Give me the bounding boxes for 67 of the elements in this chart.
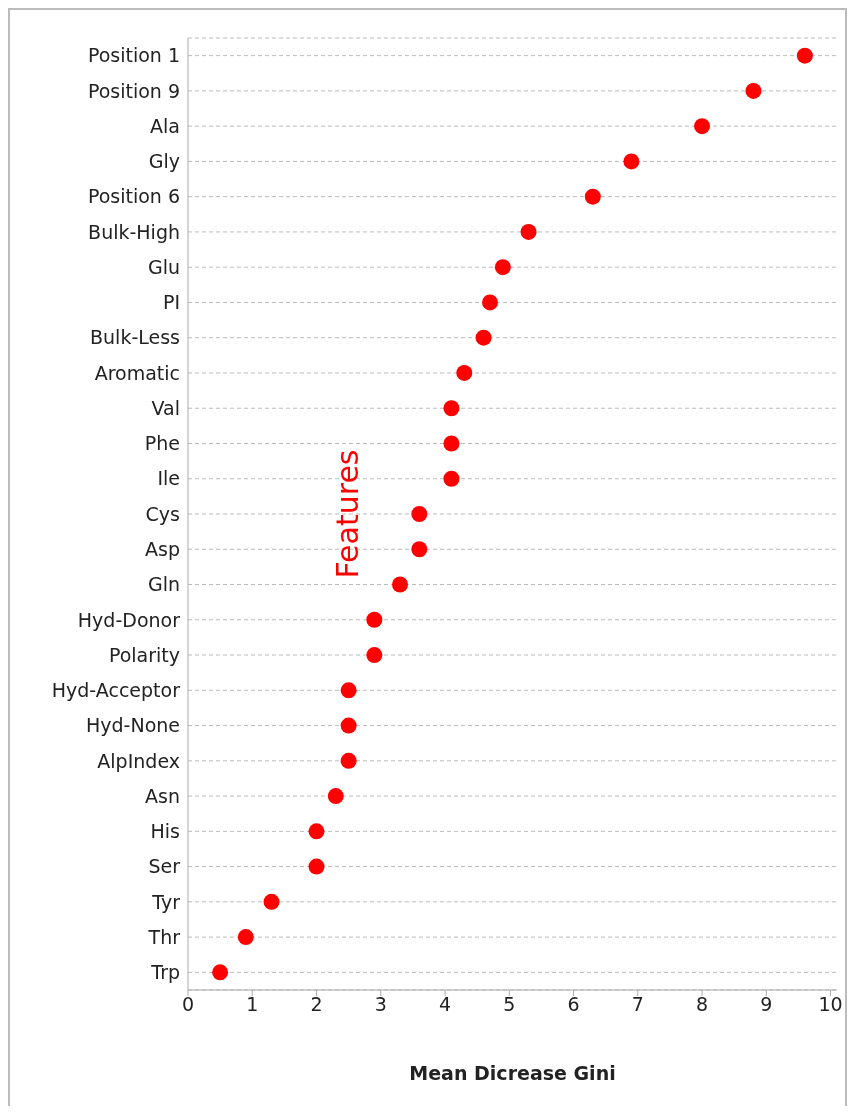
y-tick-label: Trp [150,961,180,984]
point [327,788,344,805]
point [443,470,460,487]
y-tick-label: Thr [147,925,181,948]
y-tick-label: Glu [147,255,180,278]
point [796,47,813,64]
y-tick-label: Gln [147,573,180,596]
point [482,294,499,311]
x-tick-label: 6 [567,993,580,1016]
y-tick-label: PI [162,291,180,314]
point [694,118,711,135]
y-tick-label: Gly [148,150,180,173]
y-axis-title: Features [330,449,365,579]
y-tick-label: Aromatic [94,361,180,384]
point [366,611,383,628]
y-tick-label: Hyd-Donor [77,608,181,631]
y-tick-label: Phe [144,432,180,455]
point [475,329,492,346]
point [443,400,460,417]
point [520,223,537,240]
point [340,752,357,769]
y-tick-label: Position 9 [87,79,180,102]
point [263,893,280,910]
x-axis-title: Mean Dicrease Gini [409,1062,616,1084]
point [340,717,357,734]
y-tick-label: Ser [148,855,181,878]
x-tick-label: 5 [503,993,516,1016]
point [456,364,473,381]
y-tick-label: Ala [150,114,180,137]
y-tick-label: Hyd-None [85,714,180,737]
point [392,576,409,593]
y-tick-label: Tyr [151,890,181,913]
point [340,682,357,699]
y-tick-label: Asn [145,784,180,807]
y-tick-label: Bulk-Less [90,326,180,349]
y-tick-label: Hyd-Acceptor [51,679,181,702]
point [411,541,428,558]
y-tick-label: Cys [145,502,180,525]
point [308,823,325,840]
x-tick-label: 1 [246,993,259,1016]
x-tick-label: 4 [438,993,452,1016]
x-tick-label: 9 [760,993,773,1016]
x-tick-label: 2 [310,993,323,1016]
point [237,929,254,946]
y-tick-label: AlpIndex [97,749,180,772]
y-tick-label: Asp [145,538,180,560]
y-tick-label: Position 6 [87,185,180,208]
point [308,858,325,875]
x-tick-label: 3 [374,993,387,1016]
y-tick-label: Position 1 [87,44,180,67]
x-tick-label: 10 [818,993,843,1016]
point [584,188,601,205]
x-tick-label: 7 [631,993,644,1016]
point [443,435,460,452]
y-tick-label: Bulk-High [88,220,180,243]
y-tick-label: His [150,820,180,843]
point [745,82,762,99]
point [411,506,428,522]
y-tick-label: Ile [157,467,180,490]
point [494,259,511,276]
y-tick-label: Val [151,396,180,419]
point [366,647,383,664]
y-tick-label: Polarity [108,643,180,666]
x-tick-label: 8 [696,993,709,1016]
x-tick-label: 0 [181,993,195,1016]
point [623,153,640,170]
point [212,964,229,981]
